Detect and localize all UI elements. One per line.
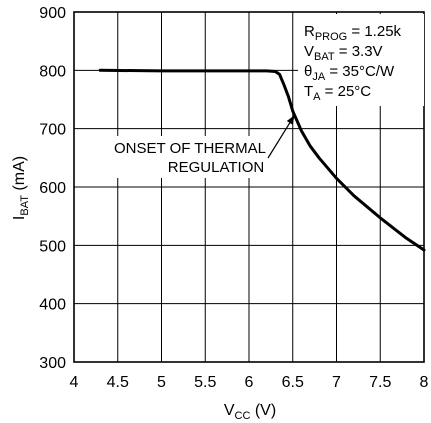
x-tick-label: 5.5 <box>194 374 216 391</box>
y-tick-label: 300 <box>39 355 66 372</box>
series-group <box>98 68 426 252</box>
y-tick-label: 500 <box>39 238 66 255</box>
annotation-line-2: REGULATION <box>168 159 264 176</box>
data-series-line <box>98 68 426 252</box>
condition-theta-ja: θJA = 35°C/W <box>304 63 395 83</box>
y-tick-label: 900 <box>39 5 66 22</box>
y-tick-label: 400 <box>39 297 66 314</box>
x-tick-label: 7 <box>332 374 341 391</box>
condition-rprog: RPROG = 1.25k <box>304 23 402 43</box>
conditions-background <box>298 14 424 106</box>
annotation: ONSET OF THERMAL REGULATION <box>104 114 296 178</box>
x-tick-label: 4 <box>70 374 79 391</box>
x-tick-label: 5 <box>157 374 166 391</box>
x-tick-labels: 4 4.5 5 5.5 6 6.5 7 7.5 8 <box>70 374 429 391</box>
x-tick-label: 4.5 <box>107 374 129 391</box>
y-tick-labels: 300 400 500 600 700 800 900 <box>39 5 66 372</box>
y-tick-label: 800 <box>39 63 66 80</box>
x-tick-label: 6.5 <box>282 374 304 391</box>
condition-ta: TA = 25°C <box>304 83 371 103</box>
x-tick-label: 8 <box>420 374 429 391</box>
annotation-background <box>104 136 270 178</box>
x-tick-label: 6 <box>245 374 254 391</box>
plot-area-frame <box>73 11 425 363</box>
condition-vbat: VBAT = 3.3V <box>304 43 383 63</box>
x-axis-label: VCC (V) <box>224 402 276 422</box>
x-tick-label: 7.5 <box>369 374 391 391</box>
y-axis-label: IBAT (mA) <box>11 156 31 220</box>
y-tick-label: 700 <box>39 122 66 139</box>
plot-border <box>73 11 425 363</box>
annotation-arrowhead <box>286 115 295 125</box>
y-tick-label: 600 <box>39 180 66 197</box>
conditions-box: RPROG = 1.25k VBAT = 3.3V θJA = 35°C/W T… <box>298 14 424 106</box>
annotation-line-1: ONSET OF THERMAL <box>114 140 266 157</box>
